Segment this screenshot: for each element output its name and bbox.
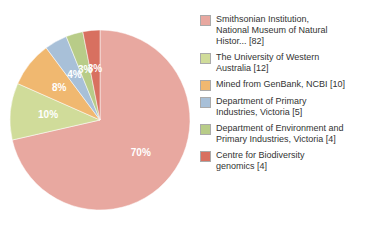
svg-text:3%: 3% [77,64,93,76]
html-text:Centre for Biodiversity genomi: Centre for Biodiversity genomics [4] [216,150,305,171]
svg-text:10%: 10% [38,109,58,120]
html-text:The University of Western Aust: The University of Western Australia [12] [216,52,320,73]
svg-text:8%: 8% [52,82,67,93]
svg-text:4%: 4% [67,69,82,80]
svg-text:70%: 70% [131,147,151,158]
html-text:Department of Primary Industri: Department of Primary Industries, Victor… [216,96,307,117]
svg-text:3%: 3% [88,63,103,74]
html-text:Smithsonian Institution, Natio: Smithsonian Institution, National Museum… [216,14,328,46]
html-text:Department of Environment and: Department of Environment and Primary In… [216,123,344,144]
html-text:Mined from GenBank, NCBI [10]: Mined from GenBank, NCBI [10] [216,79,346,89]
